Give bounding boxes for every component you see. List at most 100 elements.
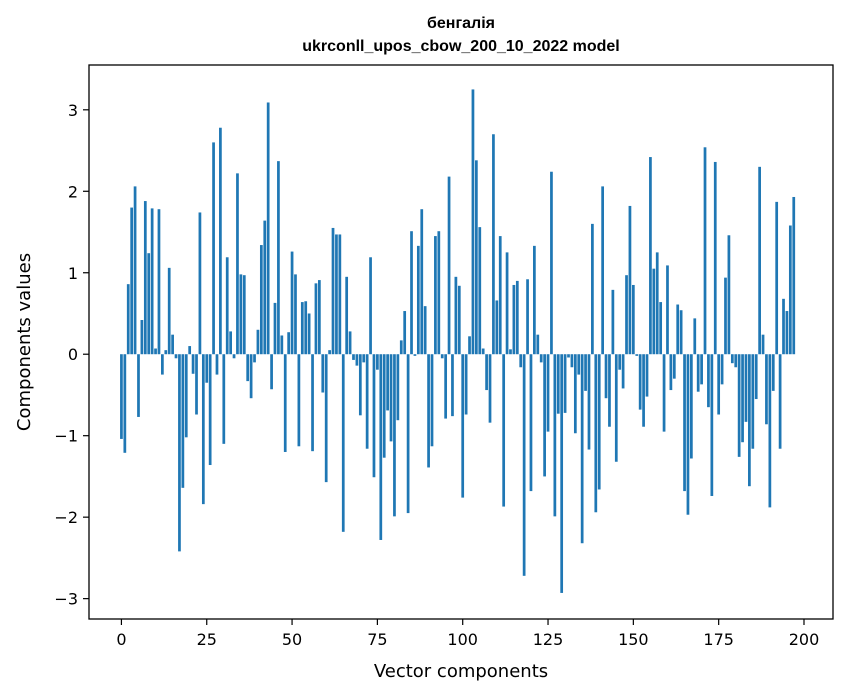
bar	[451, 354, 454, 417]
bar	[628, 205, 632, 355]
y-tick-label: 1	[68, 264, 78, 283]
bar	[696, 354, 700, 392]
bar	[372, 354, 376, 478]
x-tick-label: 75	[367, 630, 387, 649]
bar	[536, 334, 540, 355]
bar	[666, 265, 669, 355]
bar	[222, 354, 226, 444]
bar	[758, 166, 761, 355]
bar	[618, 354, 622, 370]
bar	[621, 354, 625, 389]
bar	[765, 354, 768, 425]
bar	[294, 274, 297, 355]
bar	[181, 354, 185, 488]
bar	[703, 147, 707, 355]
bar	[782, 298, 785, 355]
bar	[273, 302, 277, 355]
bar	[625, 275, 628, 355]
plot-frame	[88, 64, 834, 620]
bar	[215, 354, 219, 375]
bar	[662, 354, 666, 432]
bar	[464, 354, 468, 415]
bar	[263, 220, 267, 355]
bar	[137, 354, 140, 417]
bar	[270, 354, 273, 390]
bar	[195, 354, 198, 415]
bar	[246, 354, 250, 382]
bar	[191, 354, 195, 374]
bar	[515, 280, 519, 355]
bar	[485, 354, 488, 391]
bar	[474, 160, 478, 355]
bar	[543, 354, 546, 477]
bar	[594, 354, 598, 513]
bar	[655, 252, 659, 355]
x-tick-label: 175	[703, 630, 734, 649]
bar	[748, 354, 751, 487]
bar	[256, 329, 260, 355]
bar	[676, 304, 680, 355]
x-tick-label: 0	[116, 630, 126, 649]
bar	[164, 350, 168, 355]
bar	[324, 354, 328, 483]
bar	[454, 276, 458, 355]
bar	[478, 227, 482, 355]
y-tick-label: −3	[54, 590, 78, 609]
bar	[171, 334, 174, 355]
chart-subtitle: ukrconll_upos_cbow_200_10_2022 model	[302, 38, 619, 55]
bar	[253, 354, 256, 363]
bar	[266, 102, 270, 355]
bar	[788, 225, 792, 355]
bar	[382, 354, 386, 458]
bar	[533, 245, 536, 355]
bar	[369, 257, 372, 355]
x-tick-label: 100	[447, 630, 478, 649]
bar	[365, 354, 369, 449]
bar	[335, 234, 338, 355]
bar	[635, 354, 639, 356]
bar	[570, 354, 574, 368]
bar	[631, 284, 635, 355]
bar	[713, 161, 717, 355]
bar	[710, 354, 714, 496]
x-axis-ticks: 0 25 50 75 100 125 150 175 200	[116, 619, 819, 649]
bar	[724, 277, 727, 355]
bar	[642, 354, 645, 427]
bar	[201, 354, 205, 505]
bar	[481, 348, 485, 355]
bar	[509, 349, 512, 355]
bar	[488, 354, 492, 423]
bar	[727, 235, 731, 355]
bar	[601, 186, 604, 355]
bar	[444, 354, 448, 419]
bar	[147, 253, 151, 355]
bar	[645, 354, 649, 397]
bar	[157, 209, 161, 355]
bar	[737, 354, 741, 457]
bar	[580, 354, 584, 544]
bar	[686, 354, 690, 515]
bar	[188, 346, 192, 355]
y-tick-label: 0	[68, 345, 78, 364]
bar	[597, 354, 601, 490]
bar	[297, 354, 301, 447]
bar	[649, 157, 652, 355]
bar	[560, 354, 564, 593]
chart-title: бенгалія	[427, 15, 495, 32]
bar	[154, 348, 157, 355]
bar	[123, 354, 127, 453]
bar	[352, 354, 355, 360]
bar	[614, 354, 618, 462]
bar	[358, 354, 362, 416]
bar	[389, 354, 393, 442]
bar	[730, 354, 734, 364]
bar	[376, 354, 379, 370]
bar	[239, 274, 243, 355]
bar	[167, 267, 171, 355]
bar	[423, 306, 427, 355]
bar	[348, 331, 352, 355]
bar	[307, 313, 311, 355]
bar	[386, 354, 389, 411]
bar	[461, 354, 465, 498]
